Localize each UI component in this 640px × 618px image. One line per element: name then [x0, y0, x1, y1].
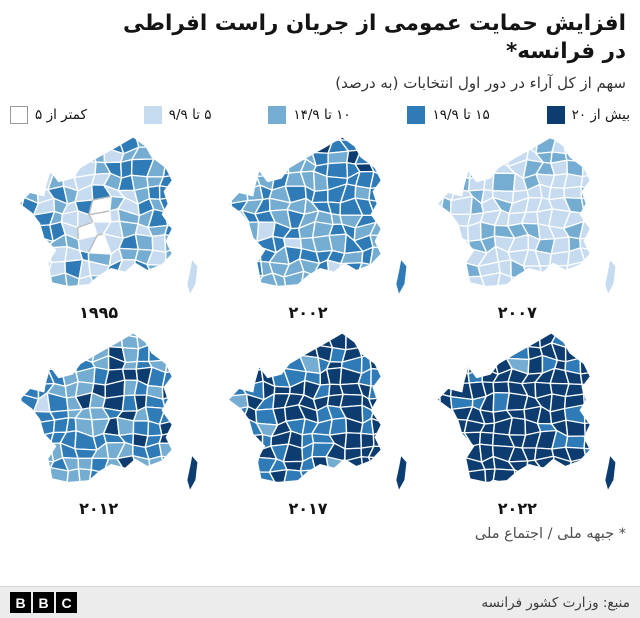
maps-grid: ۱۹۹۵ ۲۰۰۲ ۲۰۰۷ ۲۰۱۲ ۲۰۱۷ ۲۰۲۲ — [0, 128, 640, 518]
map-year-label: ۲۰۰۷ — [497, 302, 537, 322]
legend-swatch-darkest — [546, 105, 565, 124]
map-2012: ۲۰۱۲ — [6, 330, 215, 518]
map-2017: ۲۰۱۷ — [215, 330, 424, 518]
bbc-logo-block: B — [33, 592, 54, 613]
title-line-1: افزایش حمایت عمومی از جریان راست افراطی — [123, 11, 626, 36]
legend: بیش از ۲۰ ۱۵ تا ۱۹/۹ ۱۰ تا ۱۴/۹ ۵ تا ۹/۹… — [0, 92, 640, 128]
map-year-label: ۲۰۱۷ — [288, 498, 328, 518]
legend-swatch-white — [10, 105, 29, 124]
footnote: * جبهه ملی / اجتماع ملی — [474, 525, 626, 542]
map-1995: ۱۹۹۵ — [6, 134, 215, 322]
page-title: افزایش حمایت عمومی از جریان راست افراطی … — [14, 10, 626, 67]
choropleth-map-2017 — [227, 330, 413, 498]
legend-label: ۱۵ تا ۱۹/۹ — [432, 106, 490, 123]
choropleth-map-2012 — [18, 330, 204, 498]
legend-item-5-to-9: ۵ تا ۹/۹ — [143, 105, 212, 124]
map-year-label: ۱۹۹۵ — [79, 302, 119, 322]
choropleth-map-2007 — [436, 134, 622, 302]
map-year-label: ۲۰۱۲ — [79, 498, 119, 518]
map-year-label: ۲۰۰۲ — [288, 302, 328, 322]
legend-label: ۵ تا ۹/۹ — [168, 106, 212, 123]
legend-label: کمتر از ۵ — [35, 106, 87, 123]
legend-swatch-light — [143, 105, 162, 124]
legend-item-15-to-19: ۱۵ تا ۱۹/۹ — [407, 105, 490, 124]
legend-item-10-to-14: ۱۰ تا ۱۴/۹ — [268, 105, 351, 124]
legend-label: ۱۰ تا ۱۴/۹ — [293, 106, 351, 123]
bbc-logo-block: C — [56, 592, 77, 613]
legend-swatch-dark — [407, 105, 426, 124]
footer-bar: B B C منبع: وزارت کشور فرانسه — [0, 586, 640, 618]
map-2007: ۲۰۰۷ — [425, 134, 634, 322]
map-2022: ۲۰۲۲ — [425, 330, 634, 518]
source-credit: منبع: وزارت کشور فرانسه — [481, 594, 630, 611]
choropleth-map-2022 — [436, 330, 622, 498]
bbc-logo: B B C — [10, 592, 77, 613]
map-2002: ۲۰۰۲ — [215, 134, 424, 322]
legend-label: بیش از ۲۰ — [571, 106, 630, 123]
choropleth-map-2002 — [227, 134, 413, 302]
bbc-logo-block: B — [10, 592, 31, 613]
map-year-label: ۲۰۲۲ — [497, 498, 537, 518]
legend-item-more-than-20: بیش از ۲۰ — [546, 105, 630, 124]
subtitle: سهم از کل آراء در دور اول انتخابات (به د… — [335, 73, 626, 92]
title-line-2: در فرانسه* — [506, 39, 626, 65]
legend-swatch-medium — [268, 105, 287, 124]
header: افزایش حمایت عمومی از جریان راست افراطی … — [0, 0, 640, 92]
legend-item-less-than-5: کمتر از ۵ — [10, 105, 87, 124]
choropleth-map-1995 — [18, 134, 204, 302]
